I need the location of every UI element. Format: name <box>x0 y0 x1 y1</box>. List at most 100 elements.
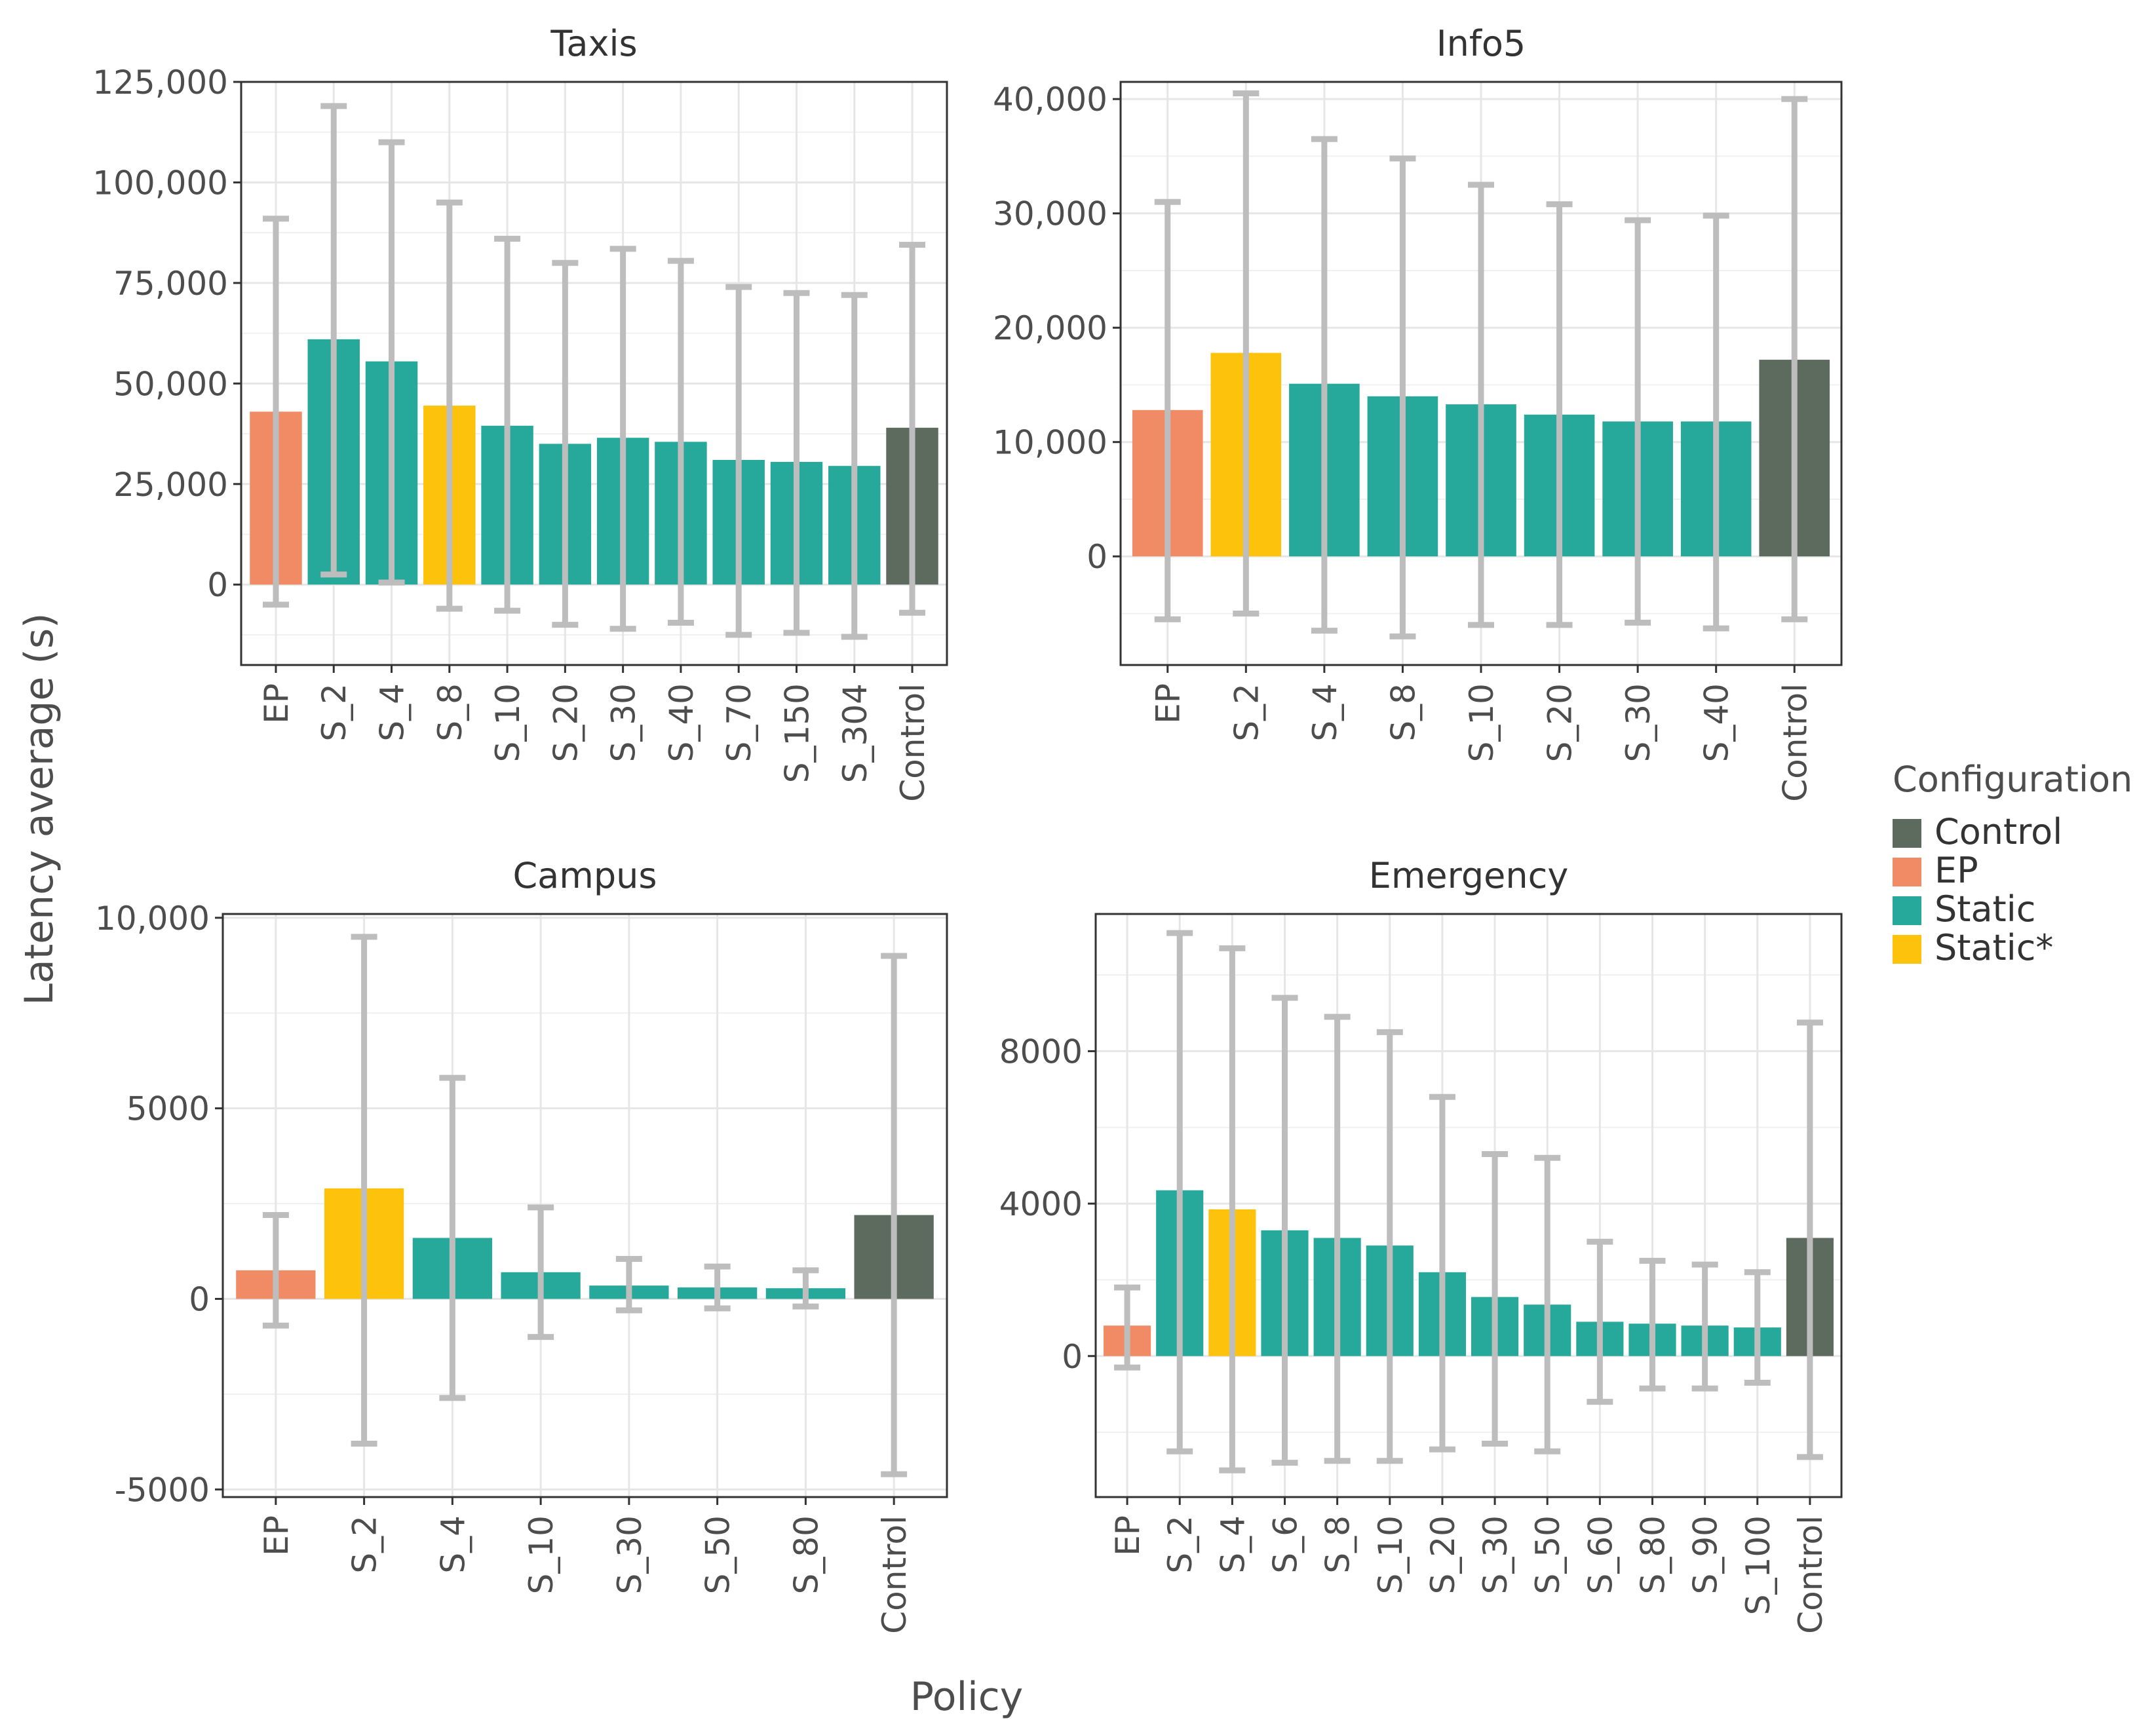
error-bar-ep <box>262 1212 289 1329</box>
y-tick-label: 20,000 <box>993 309 1107 347</box>
x-tick-label: Control <box>876 1515 914 1634</box>
x-tick-label: EP <box>1109 1515 1147 1556</box>
x-tick-label: S_20 <box>1424 1515 1462 1594</box>
x-tick-label: S_40 <box>1698 683 1736 762</box>
panel-title: Emergency <box>1369 855 1569 896</box>
error-bar-s_2 <box>351 934 377 1447</box>
panel-campus: -5000 0 5000 10,000 EP S_2 S_4 S_10 S_30 S_50 S_80… <box>95 855 948 1634</box>
panel-border <box>240 81 948 666</box>
panel-border <box>221 913 948 1498</box>
error-bar-s_80 <box>1639 1257 1666 1392</box>
panel-title: Campus <box>512 855 657 896</box>
x-tick-label: S_2 <box>1227 683 1265 742</box>
x-tick-label: S_80 <box>787 1515 825 1594</box>
error-bar-s_8 <box>1324 1014 1351 1464</box>
error-bar-control <box>1796 1019 1823 1460</box>
x-tick-label: S_150 <box>778 683 816 783</box>
error-bar-ep <box>1114 1284 1141 1371</box>
error-bar-s_20 <box>1429 1093 1455 1453</box>
y-tick-label: 50,000 <box>113 365 228 403</box>
error-bar-s_90 <box>1691 1261 1718 1392</box>
error-bar-s_10 <box>1376 1029 1403 1464</box>
error-bar-s_40 <box>1703 212 1729 632</box>
error-bar-s_2 <box>1233 90 1260 617</box>
error-bar-s_30 <box>1625 217 1651 626</box>
x-tick-label: S_2 <box>315 683 353 742</box>
x-tick-label: S_6 <box>1267 1515 1305 1574</box>
y-axis-title: Latency average (s) <box>16 613 62 1005</box>
x-tick-label: S_304 <box>836 683 874 783</box>
y-tick-label: 10,000 <box>95 900 210 938</box>
legend-title: Configuration <box>1893 759 2132 800</box>
x-tick-label: S_100 <box>1739 1515 1777 1615</box>
y-tick-label: -5000 <box>115 1471 210 1509</box>
x-tick-label: S_30 <box>1619 683 1657 762</box>
error-bar-s_4 <box>1311 136 1338 634</box>
y-tick-label: 125,000 <box>92 64 228 102</box>
y-tick-label: 4000 <box>999 1185 1083 1223</box>
x-tick-label: S_10 <box>1372 1515 1410 1594</box>
x-tick-label: S_50 <box>1529 1515 1567 1594</box>
x-tick-label: S_2 <box>1161 1515 1199 1574</box>
x-tick-label: S_4 <box>374 683 412 742</box>
error-bar-s_20 <box>1546 201 1573 628</box>
panel-title: Taxis <box>550 23 637 64</box>
x-axis-title: Policy <box>910 1674 1024 1720</box>
error-bar-s_10 <box>494 235 521 614</box>
x-tick-label: S_70 <box>720 683 758 762</box>
error-bar-s_100 <box>1744 1269 1771 1386</box>
error-bar-s_8 <box>436 199 463 612</box>
legend-swatch <box>1893 858 1921 886</box>
y-tick-label: 0 <box>189 1281 210 1319</box>
x-tick-label: EP <box>1149 683 1187 724</box>
error-bar-s_60 <box>1587 1238 1613 1405</box>
x-tick-label: Control <box>1792 1515 1830 1634</box>
y-tick-label: 0 <box>207 566 228 604</box>
panel-border <box>1094 913 1843 1498</box>
x-tick-label: S_20 <box>1541 683 1579 762</box>
x-tick-label: Control <box>1776 683 1814 802</box>
legend-label: EP <box>1935 850 1978 891</box>
y-tick-label: 0 <box>1062 1338 1083 1376</box>
error-bar-s_4 <box>1219 945 1246 1473</box>
error-bar-s_304 <box>841 292 868 640</box>
x-tick-label: S_10 <box>1463 683 1501 762</box>
x-tick-label: S_8 <box>1319 1515 1357 1574</box>
x-tick-label: S_4 <box>1214 1515 1252 1574</box>
y-tick-label: 25,000 <box>113 466 228 504</box>
error-bar-ep <box>262 216 289 608</box>
error-bar-s_30 <box>1482 1150 1509 1447</box>
error-bar-s_4 <box>439 1074 466 1401</box>
x-tick-label: EP <box>258 1515 296 1556</box>
x-tick-label: S_90 <box>1687 1515 1725 1594</box>
error-bar-ep <box>1154 199 1181 622</box>
legend-swatch <box>1893 819 1921 848</box>
error-bar-control <box>881 953 908 1477</box>
x-tick-label: S_30 <box>1476 1515 1514 1594</box>
x-tick-label: Control <box>894 683 932 802</box>
error-bar-s_50 <box>704 1263 731 1312</box>
error-bar-s_2 <box>320 103 347 578</box>
x-tick-label: S_2 <box>346 1515 384 1574</box>
error-bar-s_80 <box>792 1267 819 1310</box>
error-bar-s_2 <box>1166 930 1193 1454</box>
error-bar-s_30 <box>615 1255 642 1314</box>
x-tick-label: S_4 <box>434 1515 472 1574</box>
x-tick-label: S_40 <box>663 683 701 762</box>
x-tick-label: S_30 <box>611 1515 649 1594</box>
legend-swatch <box>1893 935 1921 964</box>
x-tick-label: EP <box>258 683 296 724</box>
x-tick-label: S_30 <box>605 683 643 762</box>
error-bar-s_150 <box>783 290 810 636</box>
error-bar-s_10 <box>1468 181 1494 628</box>
panel-info5: 0 10,000 20,000 30,000 40,000 EP S_2 S_4 S_8 S_10… <box>993 23 1843 802</box>
error-bar-s_20 <box>552 259 579 628</box>
error-bar-s_8 <box>1389 155 1416 639</box>
panel-title: Info5 <box>1436 23 1526 64</box>
panel-taxis: 0 25,000 50,000 75,000 100,000 125,000 EP S_2 S_… <box>92 23 948 802</box>
legend-swatch <box>1893 896 1921 925</box>
facet-panels: 0 25,000 50,000 75,000 100,000 125,000 EP S_2 S_… <box>92 23 1843 1634</box>
legend-label: Static <box>1935 888 2035 930</box>
